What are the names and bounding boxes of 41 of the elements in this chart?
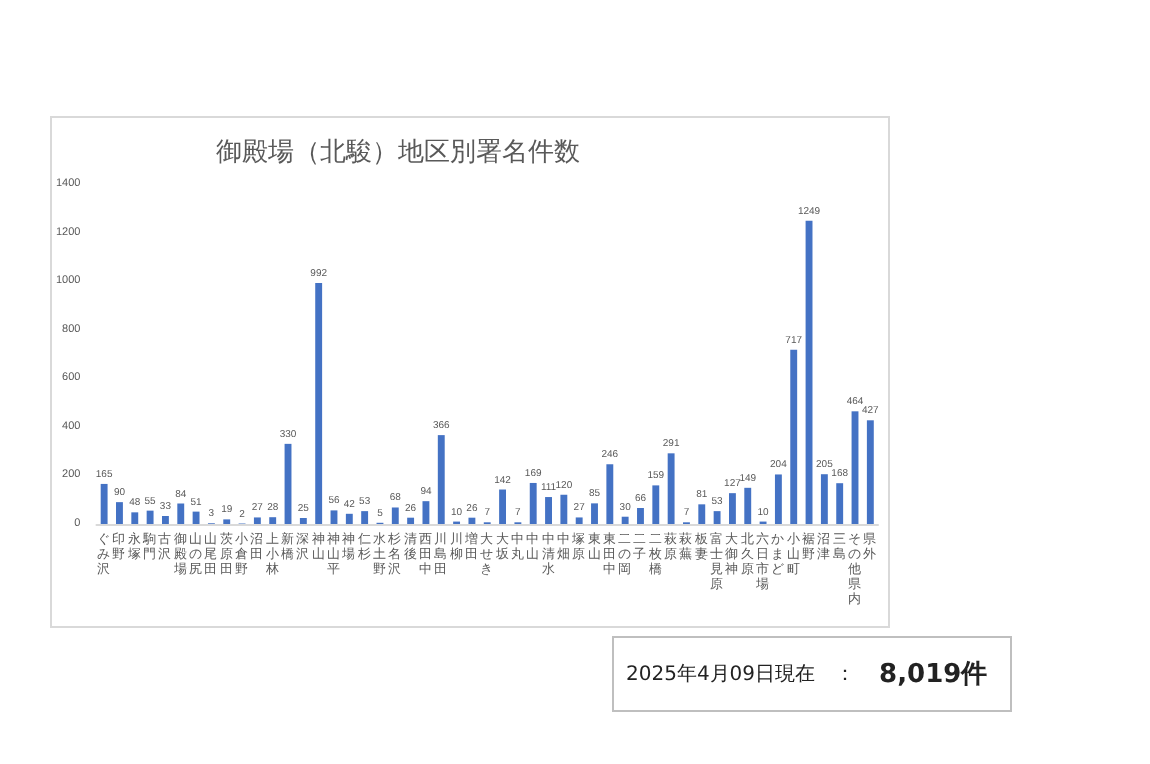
bar [790, 349, 798, 524]
bar [560, 494, 568, 524]
bar [698, 504, 706, 524]
bar [820, 474, 828, 524]
bar [269, 517, 277, 524]
bar [468, 517, 476, 524]
bar [545, 497, 552, 524]
bar [192, 511, 200, 524]
bar [437, 435, 445, 524]
bar [177, 503, 185, 524]
bar [499, 489, 507, 524]
bar [100, 483, 108, 524]
bar [391, 507, 399, 524]
bar [116, 502, 123, 524]
text: 8,019件 [879, 658, 988, 692]
bar [345, 513, 353, 524]
bar [315, 283, 323, 524]
bar [836, 483, 844, 524]
bar [652, 485, 660, 524]
bar [591, 503, 598, 524]
bar [299, 517, 307, 524]
bar [361, 511, 369, 524]
bar [728, 493, 736, 524]
bar [744, 487, 752, 524]
bar [253, 517, 261, 524]
bar [713, 511, 721, 524]
bar [422, 501, 430, 524]
chart-title: 御殿場（北駿）地区別署名件数 [216, 136, 580, 166]
bar [866, 420, 874, 524]
bar [575, 517, 583, 524]
bar [606, 464, 614, 524]
text: 2025年4月09日現在 ： [626, 662, 856, 688]
bar [637, 507, 644, 524]
bar [621, 516, 629, 524]
bar [161, 515, 169, 524]
bar [667, 453, 675, 524]
bar [146, 510, 154, 524]
bar [407, 517, 415, 524]
bar [529, 482, 537, 524]
bar [774, 474, 782, 524]
bar [131, 512, 139, 524]
